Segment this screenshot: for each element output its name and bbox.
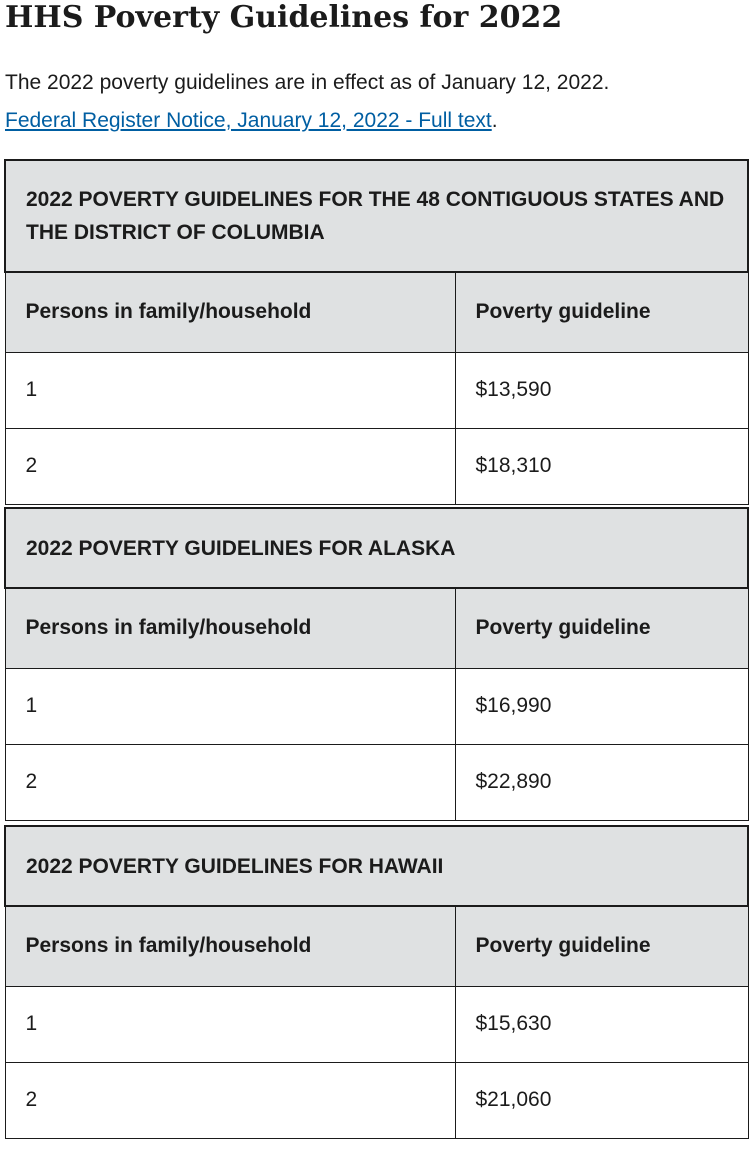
table-row: 1 $13,590 [4, 351, 749, 429]
persons-cell: 2 [4, 743, 456, 821]
table-caption: 2022 POVERTY GUIDELINES FOR THE 48 CONTI… [3, 159, 749, 273]
guideline-cell: $21,060 [454, 1061, 749, 1139]
column-header-guideline: Poverty guideline [454, 905, 749, 987]
table-caption-row: 2022 POVERTY GUIDELINES FOR ALASKA [4, 507, 749, 589]
table-caption: 2022 POVERTY GUIDELINES FOR HAWAII [4, 825, 749, 907]
table-caption: 2022 POVERTY GUIDELINES FOR ALASKA [4, 507, 749, 589]
guideline-cell: $15,630 [454, 985, 749, 1063]
column-header-persons: Persons in family/household [4, 905, 456, 987]
persons-cell: 2 [4, 1061, 456, 1139]
intro-paragraph: The 2022 poverty guidelines are in effec… [5, 64, 745, 140]
table-header-row: Persons in family/household Poverty guid… [4, 905, 749, 987]
table-caption-row: 2022 POVERTY GUIDELINES FOR THE 48 CONTI… [3, 159, 749, 273]
table-caption-row: 2022 POVERTY GUIDELINES FOR HAWAII [4, 825, 749, 907]
table-row: 1 $15,630 [4, 985, 749, 1063]
link-suffix: . [491, 109, 498, 132]
intro-text: The 2022 poverty guidelines are in effec… [5, 71, 610, 94]
table-row: 2 $18,310 [4, 427, 749, 505]
guideline-cell: $16,990 [454, 667, 749, 745]
persons-cell: 1 [4, 351, 456, 429]
federal-register-link[interactable]: Federal Register Notice, January 12, 202… [5, 109, 492, 132]
page-title: HHS Poverty Guidelines for 2022 [5, 0, 563, 35]
table-header-row: Persons in family/household Poverty guid… [4, 271, 749, 353]
column-header-guideline: Poverty guideline [454, 271, 749, 353]
table-header-row: Persons in family/household Poverty guid… [4, 587, 749, 669]
column-header-guideline: Poverty guideline [454, 587, 749, 669]
table-row: 1 $16,990 [4, 667, 749, 745]
table-row: 2 $22,890 [4, 743, 749, 821]
guideline-cell: $22,890 [454, 743, 749, 821]
persons-cell: 2 [4, 427, 456, 505]
column-header-persons: Persons in family/household [4, 271, 456, 353]
guidelines-table-contiguous: 2022 POVERTY GUIDELINES FOR THE 48 CONTI… [3, 159, 749, 505]
guidelines-table-alaska: 2022 POVERTY GUIDELINES FOR ALASKA Perso… [4, 507, 749, 821]
guideline-cell: $13,590 [454, 351, 749, 429]
persons-cell: 1 [4, 985, 456, 1063]
guidelines-table-hawaii: 2022 POVERTY GUIDELINES FOR HAWAII Perso… [4, 825, 749, 1139]
persons-cell: 1 [4, 667, 456, 745]
table-row: 2 $21,060 [4, 1061, 749, 1139]
guideline-cell: $18,310 [454, 427, 749, 505]
column-header-persons: Persons in family/household [4, 587, 456, 669]
